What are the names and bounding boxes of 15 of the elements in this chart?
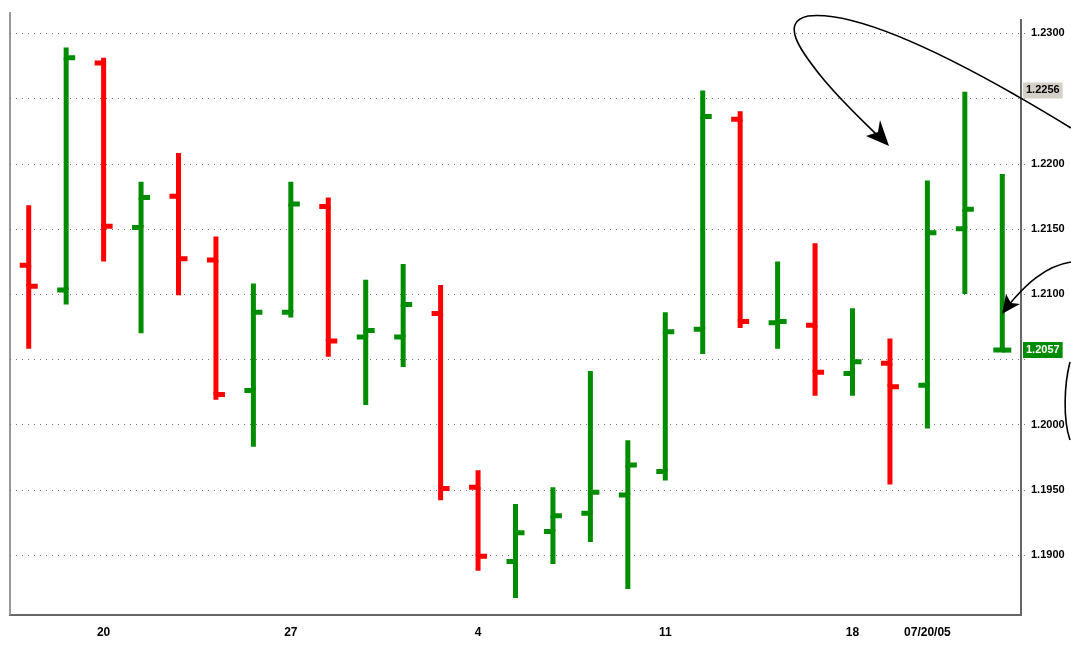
y-tick-label: 1.1950 [1031,482,1065,495]
x-tick-label: 20 [96,624,111,639]
y-tick-label: 1.2100 [1031,287,1065,300]
y-tick-label: 1.2000 [1031,417,1065,430]
x-tick-label: 18 [845,624,860,639]
y-tick-label: 1.2300 [1031,26,1065,39]
x-tick-label: 11 [658,624,672,639]
x-tick-label: 4 [474,624,482,639]
annotation: 1.2057 [1026,343,1060,356]
annotation: 1.2256 [1026,83,1060,96]
y-tick-label: 1.2200 [1031,156,1065,169]
y-tick-label: 1.2150 [1031,221,1065,234]
y-tick-label: 1.1900 [1031,548,1065,561]
x-tick-label: 27 [284,624,298,639]
x-tick-label: 07/20/05 [904,624,952,639]
